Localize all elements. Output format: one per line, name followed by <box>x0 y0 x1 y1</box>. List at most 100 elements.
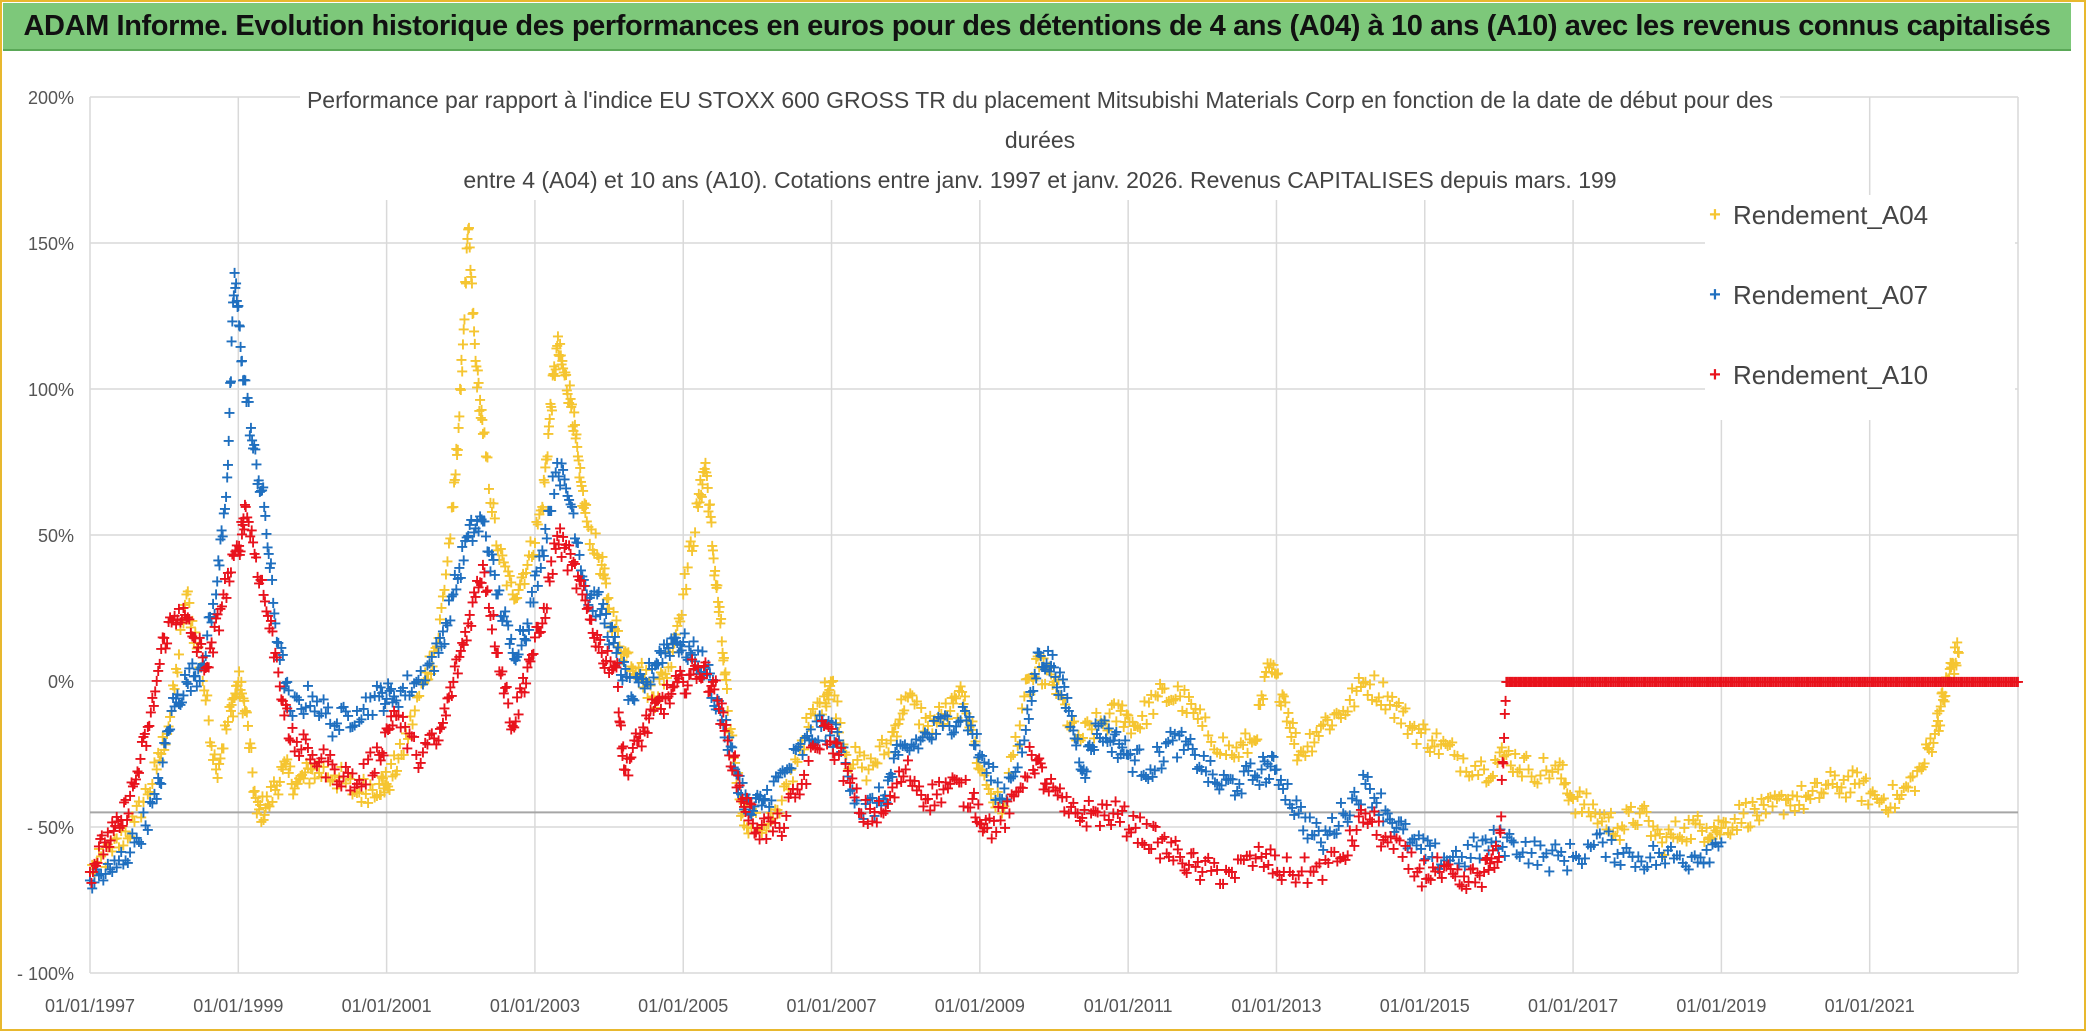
data-point: + <box>180 584 193 603</box>
data-point: + <box>166 676 179 695</box>
data-point: + <box>186 611 199 630</box>
data-point: + <box>260 787 273 806</box>
data-point: + <box>465 274 478 293</box>
data-point: + <box>611 653 624 672</box>
data-point: + <box>184 618 197 637</box>
data-point: + <box>238 701 251 720</box>
y-tick-label: - 100% <box>17 964 74 984</box>
data-point: + <box>227 688 240 707</box>
data-point: + <box>137 792 150 811</box>
legend-marker-a04: + <box>1705 204 1725 227</box>
data-point: + <box>211 768 224 787</box>
data-point: + <box>1497 753 1510 772</box>
data-point: + <box>589 523 602 542</box>
data-point: + <box>174 620 187 639</box>
data-point: + <box>231 675 244 694</box>
data-point: + <box>1250 730 1263 749</box>
data-point: + <box>190 638 203 657</box>
data-point: + <box>481 448 494 467</box>
data-point: + <box>229 274 242 293</box>
data-point: + <box>154 774 167 793</box>
data-point: + <box>261 795 274 814</box>
data-point: + <box>1497 728 1510 747</box>
y-tick-label: 100% <box>28 380 74 400</box>
legend-label-a04: Rendement_A04 <box>1733 200 1928 231</box>
data-point: + <box>209 760 222 779</box>
data-point: + <box>546 564 559 583</box>
data-point: + <box>705 512 718 531</box>
data-point: + <box>263 797 276 816</box>
data-point: + <box>1271 663 1284 682</box>
data-point: + <box>481 581 494 600</box>
data-point: + <box>168 679 181 698</box>
data-point: + <box>1080 761 1093 780</box>
data-point: + <box>202 711 215 730</box>
data-point: + <box>286 784 299 803</box>
data-point: + <box>278 752 291 771</box>
data-point: + <box>288 778 301 797</box>
data-point: + <box>126 807 139 826</box>
data-point: + <box>281 699 294 718</box>
data-point: + <box>444 610 457 629</box>
data-point: + <box>493 581 506 600</box>
data-point: + <box>101 834 114 853</box>
data-point: + <box>169 659 182 678</box>
data-point: + <box>258 805 271 824</box>
data-point: + <box>141 820 154 839</box>
data-point: + <box>94 846 107 865</box>
y-tick-label: - 50% <box>27 818 74 838</box>
data-point: + <box>252 800 265 819</box>
data-point: + <box>242 392 255 411</box>
data-point: + <box>154 744 167 763</box>
data-point: + <box>253 795 266 814</box>
data-point: + <box>457 551 470 570</box>
data-point: + <box>212 754 225 773</box>
data-point: + <box>140 736 153 755</box>
data-point: + <box>248 781 261 800</box>
data-point: + <box>159 735 172 754</box>
data-point: + <box>239 371 252 390</box>
data-point: + <box>83 862 96 881</box>
data-point: + <box>243 734 256 753</box>
x-tick-label: 01/01/1997 <box>45 996 135 1016</box>
data-point: + <box>1022 709 1035 728</box>
chart-title-line-1: Performance par rapport à l'indice EU ST… <box>300 80 1780 120</box>
data-point: + <box>291 774 304 793</box>
data-point: + <box>454 380 467 399</box>
data-point: + <box>112 837 125 856</box>
x-tick-label: 01/01/2007 <box>786 996 876 1016</box>
data-point: + <box>235 351 248 370</box>
data-point: + <box>1133 739 1146 758</box>
data-point: + <box>1494 823 1507 842</box>
data-point: + <box>245 738 258 757</box>
x-tick-label: 01/01/2015 <box>1380 996 1470 1016</box>
series-Rendement_A07: ++++++++++++++++++++++++++++++++++++++++… <box>83 263 1728 897</box>
data-point: + <box>110 829 123 848</box>
data-point: + <box>221 455 234 474</box>
data-point: + <box>240 703 253 722</box>
data-point: + <box>256 786 269 805</box>
data-point: + <box>223 403 236 422</box>
data-point: + <box>156 727 169 746</box>
data-point: + <box>88 863 101 882</box>
data-point: + <box>266 792 279 811</box>
data-point: + <box>141 785 154 804</box>
data-point: + <box>1715 833 1728 852</box>
data-point: + <box>462 218 475 237</box>
data-point: + <box>279 754 292 773</box>
series-Rendement_A04: ++++++++++++++++++++++++++++++++++++++++… <box>83 218 1965 882</box>
data-point: + <box>221 712 234 731</box>
data-point: + <box>206 750 219 769</box>
data-point: + <box>449 465 462 484</box>
data-point: + <box>267 772 280 791</box>
data-point: + <box>675 605 688 624</box>
data-point: + <box>205 736 218 755</box>
data-point: + <box>218 716 231 735</box>
chart-title-line-2: durées <box>300 120 1780 160</box>
data-point: + <box>235 672 248 691</box>
data-point: + <box>1228 868 1241 887</box>
data-point: + <box>1003 803 1016 822</box>
legend-item-a04: + Rendement_A04 <box>1705 195 1928 235</box>
data-point: + <box>148 753 161 772</box>
